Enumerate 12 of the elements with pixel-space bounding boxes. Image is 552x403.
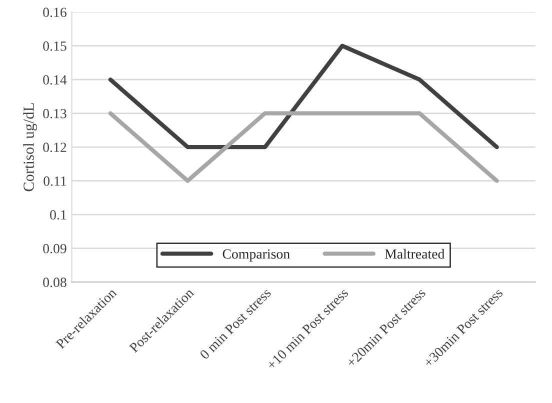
y-tick-label: 0.08: [43, 278, 66, 288]
y-tick-label: 0.16: [43, 8, 66, 18]
y-tick-label: 0.11: [44, 176, 66, 186]
legend-label: Maltreated: [384, 248, 445, 259]
y-tick-label: 0.13: [43, 108, 66, 118]
y-tick-label: 0.14: [43, 75, 67, 85]
y-tick-label: 0.15: [43, 41, 66, 51]
y-tick-label: 0.1: [50, 210, 66, 220]
y-tick-label: 0.12: [43, 142, 66, 152]
legend-label: Comparison: [222, 249, 290, 262]
y-tick-label: 0.09: [43, 244, 66, 254]
y-axis-title: Cortisol ug/dL: [23, 103, 38, 192]
